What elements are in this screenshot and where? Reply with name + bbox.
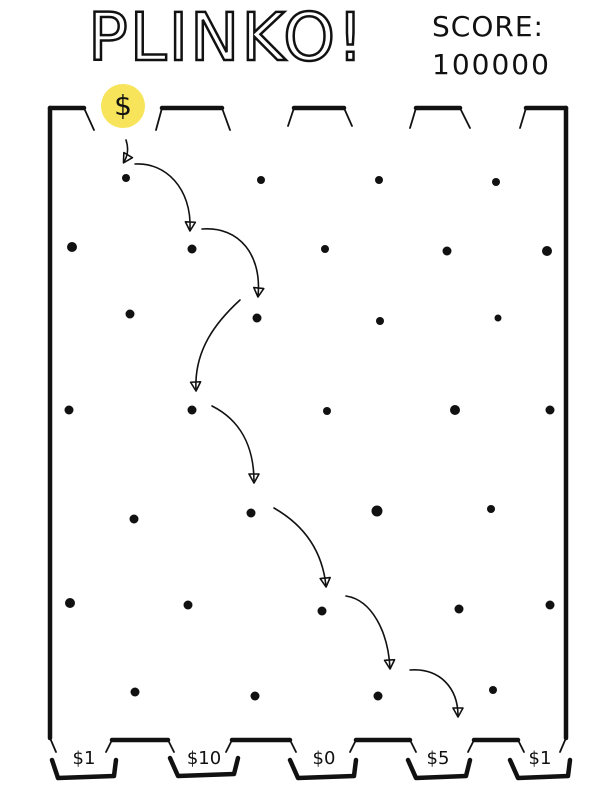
peg <box>487 505 495 513</box>
coin-symbol: $ <box>114 89 132 122</box>
path-arrow <box>409 669 464 718</box>
path-arrow <box>345 595 396 670</box>
score-value: 100000 <box>432 48 551 81</box>
board-walls <box>47 105 569 741</box>
coin-drop-path <box>122 139 464 718</box>
peg <box>373 691 383 701</box>
peg <box>454 604 464 614</box>
peg <box>65 598 75 608</box>
score-label: SCORE: <box>432 10 544 43</box>
prize-bin-2 <box>167 755 241 779</box>
prize-bin-5 <box>507 757 573 781</box>
peg <box>64 405 74 415</box>
peg <box>129 514 139 524</box>
prize-bin-1 <box>49 757 119 781</box>
peg <box>323 407 331 415</box>
slot-label-3: $0 <box>312 748 336 769</box>
peg <box>183 600 193 610</box>
peg <box>317 606 327 616</box>
peg <box>252 313 262 323</box>
peg <box>125 309 135 319</box>
prize-bins <box>49 755 573 781</box>
peg <box>250 691 260 701</box>
game-title: PLINKO! <box>87 0 366 77</box>
slot-label-1: $1 <box>72 748 96 769</box>
peg <box>376 317 384 325</box>
peg <box>494 314 502 322</box>
slot-label-4: $5 <box>426 748 450 769</box>
peg <box>450 405 460 415</box>
peg <box>489 686 497 694</box>
peg <box>545 600 555 610</box>
path-arrow <box>211 405 260 484</box>
prize-bin-4 <box>405 757 473 781</box>
slot-label-5: $1 <box>528 748 552 769</box>
peg <box>375 176 383 184</box>
path-arrow <box>273 507 331 588</box>
peg <box>257 176 265 184</box>
peg <box>67 242 77 252</box>
pegs <box>64 174 555 701</box>
peg <box>246 508 256 518</box>
slot-label-2: $10 <box>186 748 222 769</box>
prize-bin-3 <box>287 757 359 781</box>
path-arrow <box>134 163 197 232</box>
peg <box>371 505 383 517</box>
path-arrow <box>201 228 265 298</box>
peg <box>122 174 130 182</box>
peg <box>545 405 555 415</box>
top-caps <box>47 105 569 131</box>
peg <box>187 244 197 254</box>
dollar-coin-icon[interactable] <box>101 84 145 128</box>
peg <box>492 178 500 186</box>
peg <box>130 687 140 697</box>
bottom-dividers <box>49 737 567 753</box>
path-arrow <box>189 299 241 392</box>
peg <box>442 246 452 256</box>
path-arrow <box>122 139 134 164</box>
peg <box>542 246 552 256</box>
peg <box>187 405 197 415</box>
peg <box>321 245 329 253</box>
